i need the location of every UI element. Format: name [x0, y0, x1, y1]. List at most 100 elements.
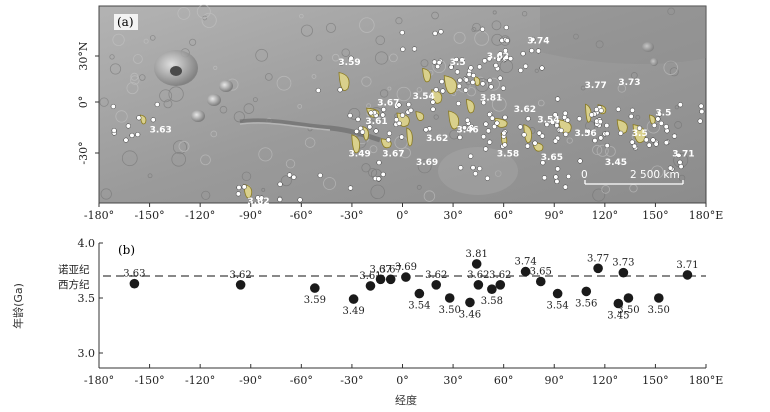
crater-marker [497, 75, 503, 81]
crater-marker [408, 107, 414, 113]
chart-y-axis: 3.0 3.5 4.0 [78, 237, 103, 368]
terrain-crater [368, 168, 378, 178]
data-point [682, 270, 693, 280]
crater-marker [466, 71, 472, 77]
x-tick-label: -180° [84, 374, 114, 387]
terrain-crater [420, 59, 429, 68]
terrain-crater [416, 87, 422, 93]
map-age-label: 3.46 [456, 126, 478, 136]
crater-marker [552, 112, 558, 118]
x-tick-label: 30° [443, 374, 463, 387]
crater-marker [521, 132, 527, 138]
data-point [487, 284, 497, 295]
terrain-crater [595, 40, 604, 49]
terrain-crater [617, 84, 627, 93]
map-age-label: 3.71 [672, 149, 694, 159]
terrain-crater [491, 96, 507, 112]
map-lon-tick-label: -60° [290, 209, 313, 222]
terrain-crater [323, 177, 336, 190]
terrain-crater [379, 89, 389, 98]
crater-marker [439, 79, 445, 85]
crater-marker [431, 59, 438, 65]
map-age-label: 3.77 [585, 81, 607, 91]
terrain-crater [315, 54, 323, 62]
crater-marker [481, 100, 487, 106]
crater-marker [488, 84, 494, 90]
crater-marker [381, 107, 387, 113]
crater-marker [494, 120, 500, 126]
terrain-crater [361, 76, 372, 87]
terrain-crater [265, 73, 273, 81]
terrain-crater [196, 4, 211, 19]
x-tick-label: -60° [290, 374, 313, 387]
terrain-crater [369, 145, 378, 154]
map-age-label: 3.67 [377, 98, 399, 108]
crater-marker [347, 185, 354, 191]
terrain-crater [359, 17, 375, 33]
terrain-crater [325, 22, 336, 33]
terrain-crater [109, 63, 122, 75]
crater-marker [529, 48, 535, 54]
crater-marker [562, 184, 568, 190]
terrain-crater [285, 159, 296, 169]
crater-marker [643, 137, 649, 143]
data-point [348, 294, 359, 304]
crater-marker [530, 36, 536, 42]
crater-marker [598, 135, 604, 141]
terrain-crater [566, 137, 573, 144]
terrain-crater [678, 174, 686, 182]
crater-marker [386, 130, 392, 136]
terrain-crater [189, 38, 197, 46]
crater-marker [553, 174, 559, 180]
terrain-crater [416, 184, 422, 190]
crater-marker [667, 165, 673, 171]
terrain-crater [592, 144, 603, 156]
terrain-crater [121, 150, 138, 167]
map-age-label: 3.61 [365, 117, 387, 127]
crater-marker [663, 124, 669, 130]
crater-marker [525, 116, 531, 122]
data-label: 3.59 [304, 295, 326, 306]
deposit-outline [362, 126, 369, 141]
crater-marker [650, 137, 656, 143]
terrain-crater [400, 147, 411, 159]
terrain-crater [159, 89, 173, 103]
data-point [581, 286, 592, 297]
data-label: 3.65 [530, 267, 552, 278]
map-age-label: 3.59 [338, 58, 360, 68]
crater-marker [585, 128, 591, 134]
crater-marker [380, 112, 386, 118]
crater-marker [354, 128, 360, 134]
crater-marker [539, 133, 545, 139]
crater-marker [502, 48, 508, 54]
data-label: 3.69 [395, 262, 417, 273]
terrain-crater [311, 74, 317, 79]
terrain-crater [126, 82, 139, 95]
crater-marker [423, 127, 429, 133]
data-point [473, 280, 484, 290]
period-label-noachian: 诺亚纪 [58, 264, 90, 276]
crater-marker [523, 63, 529, 69]
crater-marker [663, 140, 669, 146]
terrain-crater [297, 104, 303, 109]
deposit-outline [443, 75, 457, 94]
map-age-label: 3.63 [150, 126, 172, 136]
map-age-label: 3.54 [537, 115, 559, 125]
crater-marker [317, 172, 323, 178]
terrain-crater [331, 53, 340, 62]
map-age-label: 3.49 [349, 149, 371, 159]
data-point [375, 274, 386, 285]
crater-marker [497, 51, 503, 57]
map-age-label: 3.81 [480, 93, 502, 103]
crater-marker [432, 30, 438, 36]
terrain-crater [299, 13, 304, 19]
terrain-crater [492, 10, 497, 15]
crater-marker [618, 130, 624, 136]
terrain-crater [163, 99, 173, 109]
map-age-label: 3.56 [574, 129, 596, 139]
crater-marker [376, 160, 382, 166]
crater-marker [653, 141, 659, 147]
crater-marker [461, 125, 468, 131]
map-lon-tick-label: -90° [239, 209, 262, 222]
